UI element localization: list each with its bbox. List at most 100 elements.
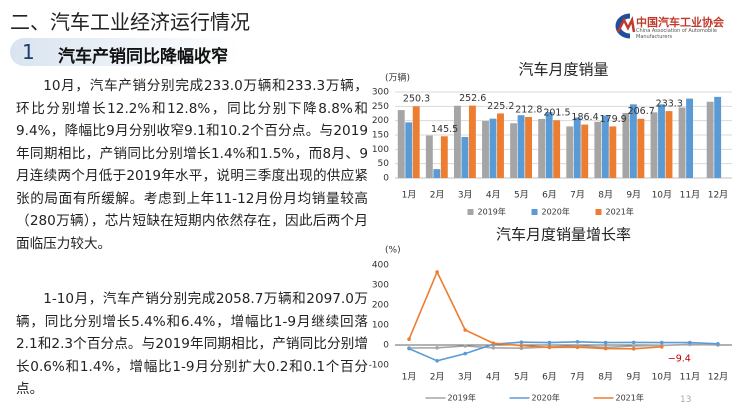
x-tick-label: 11月: [680, 190, 700, 201]
bar: [510, 123, 518, 178]
point: [435, 270, 439, 274]
bar: [433, 169, 441, 178]
x-tick-label: 2月: [430, 372, 445, 383]
bar: [594, 121, 602, 178]
bar: [609, 126, 617, 178]
bar: [581, 124, 589, 178]
bar: [440, 136, 448, 178]
point: [631, 344, 636, 348]
point: [519, 346, 524, 351]
x-tick-label: 9月: [626, 190, 641, 201]
paragraph: 10月，汽车产销分别完成233.0万辆和233.3万辆，环比分别增长12.2%和…: [16, 78, 368, 252]
bar: [405, 122, 413, 178]
legend-label: 2019年: [448, 393, 476, 403]
data-label: 201.5: [543, 108, 570, 119]
section-banner: 1 汽车产销同比降幅收窄: [10, 38, 240, 67]
x-tick-label: 3月: [458, 190, 473, 201]
point: [659, 340, 664, 345]
page-number: 13: [680, 395, 692, 405]
point: [688, 340, 692, 345]
bar: [553, 120, 561, 178]
point: [463, 344, 468, 348]
data-label: 212.8: [515, 104, 542, 115]
x-tick-label: 5月: [514, 190, 529, 201]
y-unit: (%): [385, 246, 401, 256]
legend-swatch: [531, 209, 538, 215]
bar: [650, 112, 658, 178]
point: [575, 345, 580, 350]
data-label: 179.9: [600, 114, 627, 125]
data-label: 206.7: [628, 106, 655, 117]
x-tick-label: 6月: [542, 372, 557, 383]
point: [575, 340, 580, 344]
bar: [453, 105, 461, 178]
y-tick-label: -100: [369, 361, 390, 371]
chart-title: 汽车月度销量: [518, 61, 608, 79]
legend-label: 2020年: [532, 393, 560, 403]
data-label: 233.3: [656, 99, 683, 110]
data-label: 252.6: [459, 93, 486, 104]
x-tick-label: 2月: [430, 190, 445, 201]
point: [407, 337, 411, 342]
x-tick-label: 6月: [542, 190, 557, 201]
bar: [573, 117, 581, 178]
bar: [566, 126, 574, 178]
section-number: 1: [22, 40, 35, 64]
y-unit: (万辆): [385, 72, 410, 84]
point: [659, 345, 664, 349]
point: [603, 346, 608, 351]
x-tick-label: 8月: [598, 372, 613, 383]
bar: [517, 115, 525, 178]
logo-icon: [615, 13, 636, 39]
bar: [686, 98, 694, 178]
point: [463, 328, 468, 332]
bar: [665, 111, 673, 178]
bar: [637, 118, 645, 178]
point: [407, 346, 411, 351]
legend-label: 2021年: [616, 393, 644, 403]
point: [603, 340, 608, 345]
x-tick-label: 7月: [570, 372, 585, 383]
point: [491, 346, 496, 350]
chart-title: 汽车月度销量增长率: [496, 226, 631, 244]
y-tick-label: 100: [372, 145, 389, 155]
section-title: 汽车产销同比降幅收窄: [58, 47, 228, 67]
x-tick-label: 10月: [652, 190, 672, 201]
bar: [525, 116, 533, 178]
x-tick-label: 8月: [598, 190, 613, 201]
bar: [622, 112, 630, 178]
data-label: 145.5: [431, 124, 458, 135]
y-tick-label: 50: [378, 159, 390, 169]
x-tick-label: 1月: [402, 372, 417, 383]
legend-label: 2021年: [606, 207, 634, 217]
data-label: 250.3: [403, 94, 430, 105]
paragraph: 1-10月，汽车产销分别完成2058.7万辆和2097.0万辆，同比分别增长5.…: [16, 291, 368, 397]
x-tick-label: 4月: [486, 372, 501, 383]
y-tick-label: 100: [372, 321, 389, 331]
point: [547, 345, 552, 350]
bar: [397, 110, 405, 178]
bar: [497, 113, 504, 178]
bar: [706, 101, 714, 178]
legend-label: 2020年: [542, 207, 570, 217]
bar: [678, 107, 686, 178]
y-tick-label: 0: [383, 174, 389, 184]
bar: [461, 137, 469, 178]
bar: [489, 118, 497, 178]
data-label: −9.4: [668, 353, 691, 364]
x-tick-label: 3月: [458, 372, 473, 383]
legend-swatch: [467, 209, 474, 215]
point: [631, 340, 636, 345]
line: [408, 340, 718, 362]
point: [435, 359, 439, 363]
bar: [658, 104, 665, 178]
x-tick-label: 9月: [626, 372, 641, 383]
logo-name: 中国汽车工业协会: [636, 16, 724, 29]
point: [547, 340, 552, 345]
data-label: 186.4: [571, 112, 598, 123]
x-tick-label: 5月: [514, 372, 529, 383]
bar: [714, 96, 722, 178]
y-tick-label: 0: [383, 341, 389, 351]
